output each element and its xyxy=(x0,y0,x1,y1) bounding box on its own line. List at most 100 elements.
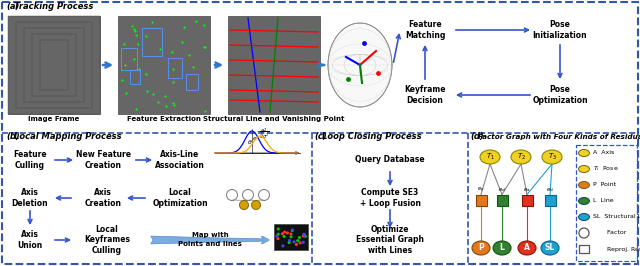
Text: L: L xyxy=(500,243,504,252)
Ellipse shape xyxy=(328,23,392,107)
Point xyxy=(116,78,127,82)
Point xyxy=(292,239,303,243)
Point xyxy=(119,42,129,47)
Point xyxy=(200,109,210,113)
Text: Local Mapping Process: Local Mapping Process xyxy=(14,132,122,141)
Text: P  Point: P Point xyxy=(593,182,616,188)
Bar xyxy=(579,245,589,253)
Bar xyxy=(476,194,486,206)
Ellipse shape xyxy=(579,149,589,156)
Point xyxy=(161,104,172,109)
Text: Feature
Culling: Feature Culling xyxy=(13,150,47,170)
Point xyxy=(184,52,194,57)
Text: Factor Graph with Four Kinds of Residuals: Factor Graph with Four Kinds of Residual… xyxy=(478,134,640,140)
Text: $-\theta^2$: $-\theta^2$ xyxy=(256,126,268,136)
Text: $e_a$: $e_a$ xyxy=(524,186,531,194)
Text: Query Database: Query Database xyxy=(355,156,425,164)
Circle shape xyxy=(252,201,260,210)
Text: Axis
Union: Axis Union xyxy=(17,230,43,250)
Text: L  Line: L Line xyxy=(593,198,614,203)
Point xyxy=(284,240,294,245)
Point xyxy=(289,240,299,244)
Point xyxy=(295,241,305,245)
Bar xyxy=(8,16,100,114)
Bar xyxy=(168,58,182,78)
Point xyxy=(282,231,292,235)
Text: Tracking Process: Tracking Process xyxy=(14,2,93,11)
Point xyxy=(273,227,284,231)
Point xyxy=(120,63,130,67)
Text: $T_i$  Pose: $T_i$ Pose xyxy=(593,165,619,173)
Point xyxy=(286,235,296,239)
Ellipse shape xyxy=(579,214,589,221)
Bar xyxy=(40,40,68,90)
Text: Feature Extraction: Feature Extraction xyxy=(127,116,201,122)
Point xyxy=(129,57,139,61)
Bar xyxy=(522,194,532,206)
Bar xyxy=(497,194,508,206)
Text: $e_p$: $e_p$ xyxy=(477,185,484,195)
Text: P: P xyxy=(478,243,484,252)
Ellipse shape xyxy=(542,150,562,164)
Point xyxy=(299,232,309,236)
Text: SL: SL xyxy=(545,243,555,252)
Point xyxy=(273,236,283,241)
Text: Axis-Line
Association: Axis-Line Association xyxy=(155,150,205,170)
Text: A  Axis: A Axis xyxy=(593,151,614,156)
Point xyxy=(198,23,209,27)
Text: Points and lines: Points and lines xyxy=(178,241,242,247)
Point xyxy=(286,232,296,236)
Point xyxy=(134,67,144,72)
Point xyxy=(279,234,289,239)
Point xyxy=(177,40,188,44)
Ellipse shape xyxy=(472,241,490,255)
Text: New Feature
Creation: New Feature Creation xyxy=(76,150,131,170)
Point xyxy=(294,235,305,240)
Text: Compute SE3
+ Loop Fusion: Compute SE3 + Loop Fusion xyxy=(360,188,420,208)
Point xyxy=(169,102,179,107)
Text: Pose
Initialization: Pose Initialization xyxy=(532,20,588,40)
Text: Map with: Map with xyxy=(192,232,228,238)
Point xyxy=(131,107,141,111)
Point xyxy=(141,34,151,39)
Text: Image Frame: Image Frame xyxy=(28,116,80,122)
Point xyxy=(120,91,131,95)
Bar xyxy=(274,224,308,250)
Bar xyxy=(545,194,556,206)
Point xyxy=(291,242,301,247)
Ellipse shape xyxy=(579,197,589,205)
Point xyxy=(127,24,138,28)
Text: Keyframe
Decision: Keyframe Decision xyxy=(404,85,445,105)
Bar xyxy=(186,74,198,90)
Text: A: A xyxy=(524,243,530,252)
Text: $e$: $e$ xyxy=(252,135,257,143)
Point xyxy=(278,244,288,248)
Point xyxy=(141,89,152,93)
Bar xyxy=(576,145,637,261)
Text: Axis
Deletion: Axis Deletion xyxy=(12,188,48,208)
Text: $e_{sl}$: $e_{sl}$ xyxy=(546,186,554,194)
Text: $T_1$: $T_1$ xyxy=(486,152,495,162)
Ellipse shape xyxy=(511,150,531,164)
Point xyxy=(198,44,209,49)
Text: $e_{ol}$: $e_{ol}$ xyxy=(498,186,506,194)
Point xyxy=(373,71,383,75)
Bar xyxy=(142,28,162,56)
Point xyxy=(129,27,139,32)
Point xyxy=(155,47,165,51)
Point xyxy=(359,41,369,45)
Point xyxy=(300,233,310,237)
Text: Pose
Optimization: Pose Optimization xyxy=(532,85,588,105)
Bar xyxy=(118,16,210,114)
Point xyxy=(148,92,158,96)
Ellipse shape xyxy=(579,181,589,189)
Ellipse shape xyxy=(541,241,559,255)
Ellipse shape xyxy=(518,241,536,255)
Point xyxy=(168,80,178,84)
Text: Loop Closing Process: Loop Closing Process xyxy=(322,132,422,141)
Point xyxy=(147,20,157,24)
Point xyxy=(160,94,170,98)
Bar xyxy=(24,28,84,102)
Point xyxy=(273,232,284,236)
Text: Local
Optimization: Local Optimization xyxy=(152,188,208,208)
